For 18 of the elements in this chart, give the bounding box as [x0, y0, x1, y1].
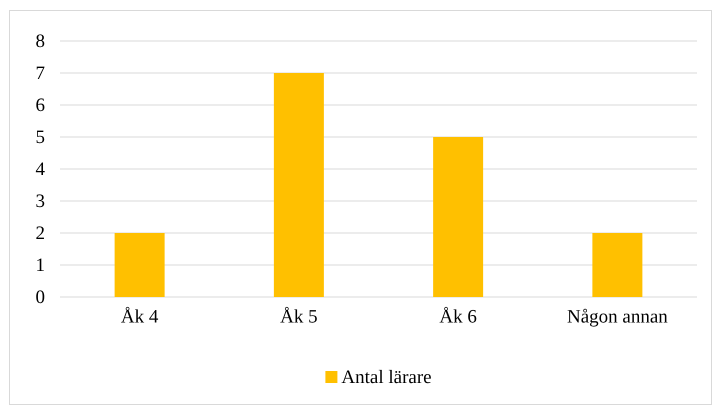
bar: [114, 233, 165, 297]
bar: [274, 73, 324, 297]
x-tick-label: Åk 4: [120, 306, 159, 328]
y-tick-label: 7: [36, 63, 45, 84]
y-tick-label: 4: [36, 159, 46, 180]
x-tick-label: Åk 5: [280, 306, 318, 328]
x-tick-label: Åk 6: [439, 306, 477, 328]
y-tick-label: 0: [36, 287, 45, 308]
x-tick-label: Någon annan: [566, 306, 668, 328]
y-tick-label: 3: [36, 191, 45, 212]
y-tick-label: 8: [36, 31, 45, 52]
bar: [433, 137, 484, 297]
y-tick-label: 2: [36, 223, 45, 244]
legend-label: Antal lärare: [341, 367, 432, 388]
y-tick-label: 5: [36, 127, 45, 148]
y-tick-label: 6: [36, 95, 45, 116]
bar: [592, 233, 642, 297]
y-tick-label: 1: [36, 255, 45, 276]
